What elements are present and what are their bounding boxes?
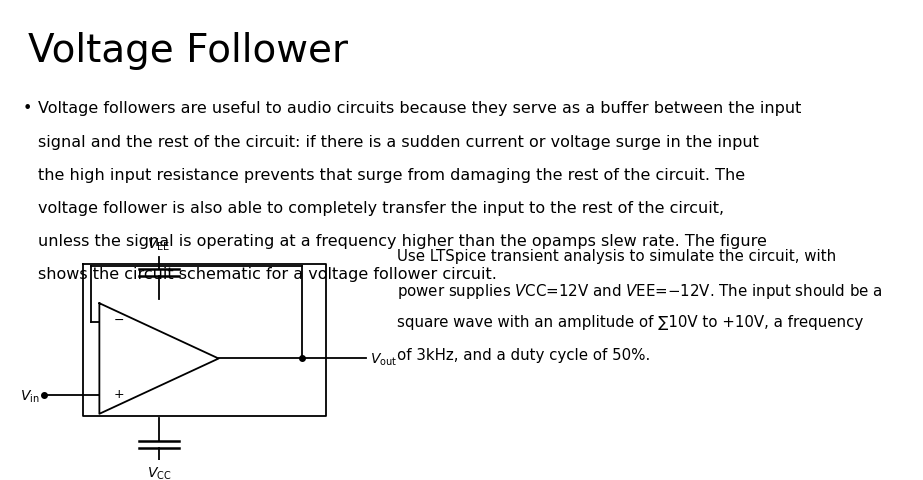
Text: Use LTSpice transient analysis to simulate the circuit, with: Use LTSpice transient analysis to simula… [398, 248, 837, 264]
Text: the high input resistance prevents that surge from damaging the rest of the circ: the high input resistance prevents that … [38, 168, 745, 182]
Text: $V_\mathrm{CC}$: $V_\mathrm{CC}$ [147, 465, 172, 480]
Text: square wave with an amplitude of ∑10V to +10V, a frequency: square wave with an amplitude of ∑10V to… [398, 314, 864, 330]
Text: +: + [114, 388, 125, 401]
Text: signal and the rest of the circuit: if there is a sudden current or voltage surg: signal and the rest of the circuit: if t… [38, 134, 759, 149]
Text: Voltage followers are useful to audio circuits because they serve as a buffer be: Voltage followers are useful to audio ci… [38, 101, 801, 116]
Text: power supplies $V$CC=12V and $V$EE=−12V. The input should be a: power supplies $V$CC=12V and $V$EE=−12V.… [398, 281, 883, 300]
Text: Voltage Follower: Voltage Follower [28, 32, 348, 70]
Text: $V_\mathrm{in}$: $V_\mathrm{in}$ [20, 387, 40, 404]
Text: shows the circuit schematic for a voltage follower circuit.: shows the circuit schematic for a voltag… [38, 267, 497, 282]
Text: unless the signal is operating at a frequency higher than the opamps slew rate. : unless the signal is operating at a freq… [38, 234, 767, 249]
Text: •: • [22, 101, 31, 116]
Text: of 3kHz, and a duty cycle of 50%.: of 3kHz, and a duty cycle of 50%. [398, 348, 651, 363]
Text: voltage follower is also able to completely transfer the input to the rest of th: voltage follower is also able to complet… [38, 201, 725, 216]
Text: $V_\mathrm{EE}$: $V_\mathrm{EE}$ [148, 237, 171, 253]
Text: −: − [114, 313, 125, 326]
Text: $V_\mathrm{out}$: $V_\mathrm{out}$ [370, 350, 397, 367]
